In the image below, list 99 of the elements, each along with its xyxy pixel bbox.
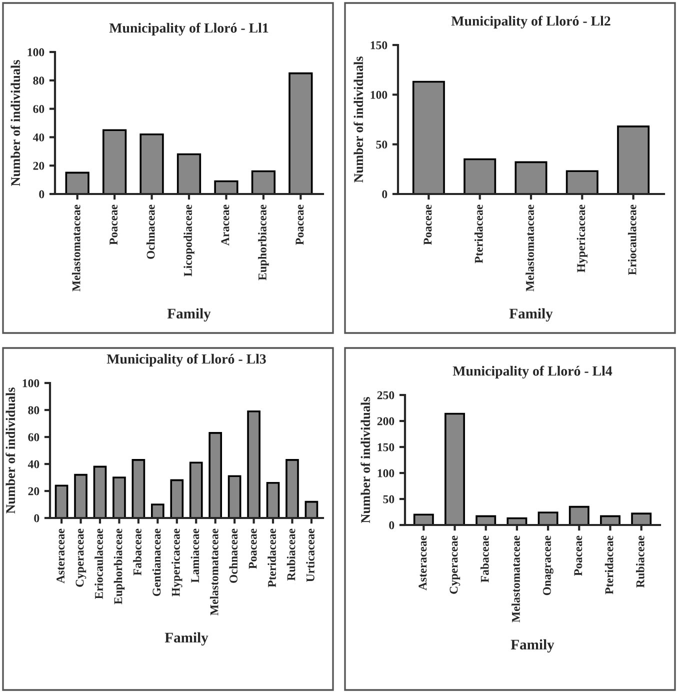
bar: [247, 410, 260, 518]
bar: [93, 466, 107, 518]
y-tick-label: 0: [389, 521, 394, 530]
chart-title: Municipality of Lloró - Ll1: [109, 22, 268, 36]
x-tick-label: Gentianaceae: [152, 528, 161, 596]
y-tick-label: 20: [28, 487, 40, 496]
x-tick-label: Rubiaceae: [636, 536, 644, 588]
bar: [304, 500, 318, 518]
y-tick-label: 0: [382, 190, 388, 198]
y-tick-label: 100: [370, 90, 388, 99]
y-tick-label: 50: [376, 140, 388, 149]
x-axis-title: Family: [510, 639, 554, 653]
y-tick-label: 100: [22, 379, 40, 388]
x-tick-label: Ochnaceae: [146, 204, 155, 259]
y-tick-label: 40: [32, 133, 44, 142]
y-axis-title: Number of individuals: [354, 56, 364, 183]
bar: [286, 459, 299, 518]
y-tick-label: 200: [377, 417, 394, 426]
chart-title: Municipality of Lloró - Ll2: [451, 16, 610, 29]
x-tick-label: Poaceae: [110, 204, 118, 245]
y-tick-label: 150: [378, 443, 394, 452]
x-tick-label: Melastomataceae: [210, 528, 218, 616]
y-axis-title: Number of individuals: [10, 60, 20, 186]
bar: [413, 514, 434, 525]
x-tick-label: Ochnaceae: [229, 528, 238, 583]
x-tick-label: Rubiaceae: [286, 528, 296, 581]
x-tick-label: Cyperaceae: [450, 536, 460, 594]
y-tick-label: 0: [39, 190, 44, 198]
x-tick-label: Pteridaceae: [604, 536, 614, 594]
y-tick-label: 80: [28, 406, 40, 414]
y-tick-label: 100: [28, 48, 44, 56]
x-tick-label: Onagraceae: [542, 536, 554, 596]
x-axis-title: Family: [509, 308, 553, 322]
x-tick-label: Melastomataceae: [526, 204, 534, 292]
bar: [150, 504, 164, 518]
x-tick-label: Eriocaulaceae: [94, 528, 103, 600]
x-tick-label: Euphorbiaceae: [258, 204, 269, 280]
bar: [444, 412, 465, 525]
x-tick-label: Euphorbiaceae: [114, 528, 125, 604]
y-axis-title: Number of individuals: [6, 388, 16, 514]
bar: [617, 126, 650, 194]
bar: [288, 72, 313, 194]
bar: [112, 476, 126, 518]
x-tick-label: Licopodiaceae: [184, 204, 194, 276]
x-tick-label: Asteraceae: [56, 528, 64, 584]
x-tick-label: Fabaceae: [133, 528, 142, 576]
bar: [65, 172, 90, 194]
bar: [266, 482, 280, 518]
y-tick-label: 60: [33, 105, 44, 114]
bar: [132, 459, 146, 518]
bar: [412, 80, 445, 194]
x-tick-label: Eriocaulaceae: [628, 204, 636, 276]
x-tick-label: Hypericaceae: [576, 204, 588, 272]
bar: [189, 462, 203, 518]
y-axis-title: Number of individuals: [360, 397, 370, 524]
bar: [170, 479, 184, 518]
y-tick-label: 20: [33, 162, 44, 170]
bar: [631, 512, 652, 525]
x-tick-label: Fabaceae: [480, 536, 489, 582]
y-tick-label: 80: [33, 76, 44, 85]
y-tick-label: 100: [378, 469, 394, 478]
y-tick-label: 250: [377, 391, 394, 400]
bar: [251, 170, 276, 194]
bar: [228, 475, 242, 518]
y-tick-label: 0: [34, 514, 40, 522]
bar: [140, 133, 164, 194]
x-tick-label: Hypericaceae: [172, 528, 182, 596]
bar: [566, 170, 598, 194]
y-tick-label: 50: [383, 495, 394, 504]
x-tick-label: Poaceae: [424, 204, 432, 245]
chart-title: Municipality of Lloró - Ll4: [452, 366, 612, 379]
bar: [514, 161, 548, 194]
x-tick-label: Poaceae: [296, 204, 304, 245]
y-tick-label: 40: [28, 460, 40, 468]
x-tick-label: Poaceae: [574, 536, 582, 576]
bar: [538, 512, 558, 525]
x-tick-label: Pteridaceae: [474, 204, 483, 264]
x-tick-label: Araceae: [221, 204, 230, 246]
y-tick-label: 150: [370, 41, 388, 50]
x-axis-title: Family: [164, 632, 208, 646]
bar: [208, 432, 222, 518]
bar: [54, 484, 68, 518]
x-tick-label: Cyperaceae: [76, 528, 86, 587]
x-tick-label: Pteridaceae: [268, 528, 276, 588]
x-tick-label: Asteraceae: [418, 536, 427, 590]
x-tick-label: Lamiaceae: [190, 528, 200, 583]
bar: [568, 506, 590, 525]
bar: [464, 158, 496, 194]
chart-title: Municipality of Lloró - Ll3: [106, 354, 266, 367]
bar: [102, 129, 127, 194]
x-axis-title: Family: [167, 308, 211, 322]
bar: [214, 180, 238, 194]
x-tick-label: Urticaceae: [306, 528, 314, 582]
x-tick-label: Melastomataceae: [512, 536, 520, 622]
x-tick-label: Poaceae: [248, 528, 257, 569]
y-tick-label: 60: [28, 433, 40, 442]
x-tick-label: Melastomataceae: [72, 204, 80, 292]
bar: [74, 474, 88, 518]
bar: [176, 153, 202, 194]
